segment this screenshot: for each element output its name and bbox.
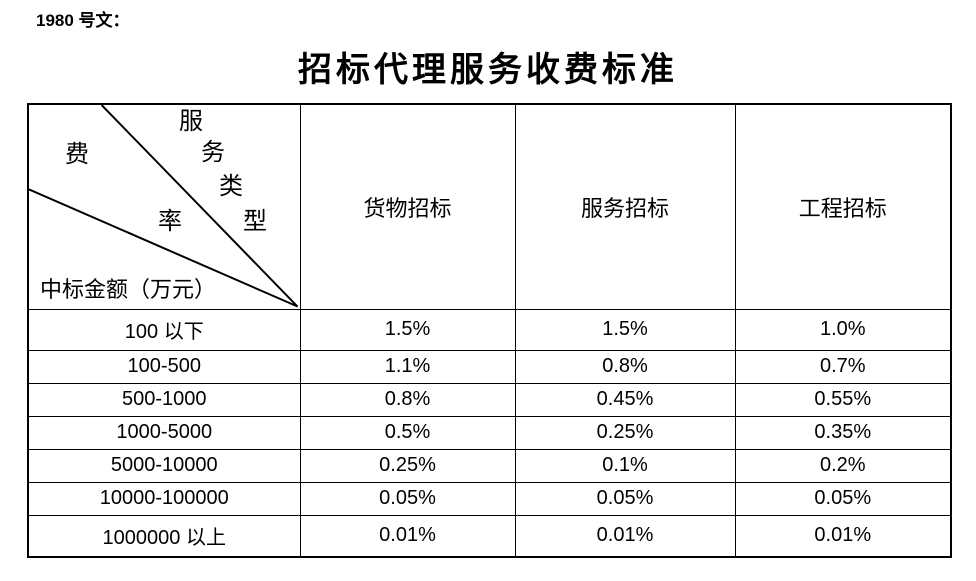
row-label: 5000-10000 (27, 448, 301, 483)
doc-reference: 1980 号文： (36, 11, 130, 30)
fee-value: 0.05% (514, 481, 736, 516)
row-label: 1000-5000 (27, 415, 301, 450)
corner-type-char: 务 (201, 140, 225, 166)
fee-value: 0.01% (734, 514, 952, 558)
fee-value: 0.7% (734, 349, 952, 384)
fee-value: 1.1% (299, 349, 516, 384)
row-label: 100-500 (27, 349, 301, 384)
fee-value: 0.8% (514, 349, 736, 384)
table-row: 5000-10000 0.25% 0.1% 0.2% (27, 448, 952, 483)
fee-value: 0.05% (299, 481, 516, 516)
fee-value: 0.01% (299, 514, 516, 558)
fee-value: 0.2% (734, 448, 952, 483)
column-header-service: 服务招标 (514, 103, 736, 310)
table-row: 1000000 以上 0.01% 0.01% 0.01% (27, 514, 952, 558)
table-row: 10000-100000 0.05% 0.05% 0.05% (27, 481, 952, 516)
fee-value: 0.8% (299, 382, 516, 417)
corner-type-char: 型 (243, 209, 267, 235)
table-row: 100-500 1.1% 0.8% 0.7% (27, 349, 952, 384)
row-label: 1000000 以上 (27, 514, 301, 558)
fee-value: 1.5% (299, 308, 516, 351)
row-label: 500-1000 (27, 382, 301, 417)
fee-value: 0.01% (514, 514, 736, 558)
corner-type-char: 服 (179, 109, 203, 135)
row-label: 100 以下 (27, 308, 301, 351)
column-header-engineering: 工程招标 (734, 103, 952, 310)
fee-value: 0.5% (299, 415, 516, 450)
diagonal-lines (30, 106, 299, 308)
page-title: 招标代理服务收费标准 (298, 52, 678, 89)
header-row: 服 务 类 型 费 率 中标金额（万元） 货物招标 服务招标 工程招标 (27, 103, 952, 310)
diagonal-corner-cell: 服 务 类 型 费 率 中标金额（万元） (27, 103, 301, 310)
fee-value: 0.1% (514, 448, 736, 483)
fee-value: 0.05% (734, 481, 952, 516)
corner-type-char: 类 (219, 174, 243, 200)
column-header-goods: 货物招标 (299, 103, 516, 310)
table-row: 100 以下 1.5% 1.5% 1.0% (27, 308, 952, 351)
corner-rate-char: 费 (65, 142, 89, 168)
fee-value: 0.25% (299, 448, 516, 483)
row-label: 10000-100000 (27, 481, 301, 516)
table-row: 500-1000 0.8% 0.45% 0.55% (27, 382, 952, 417)
fee-value: 1.5% (514, 308, 736, 351)
fee-value: 1.0% (734, 308, 952, 351)
fee-standard-table: 服 务 类 型 费 率 中标金额（万元） 货物招标 服务招标 工程招标 100 … (27, 103, 952, 558)
fee-value: 0.35% (734, 415, 952, 450)
fee-value: 0.45% (514, 382, 736, 417)
fee-value: 0.55% (734, 382, 952, 417)
fee-value: 0.25% (514, 415, 736, 450)
table-row: 1000-5000 0.5% 0.25% 0.35% (27, 415, 952, 450)
corner-amount-label: 中标金额（万元） (40, 277, 217, 302)
corner-rate-char: 率 (158, 209, 182, 235)
